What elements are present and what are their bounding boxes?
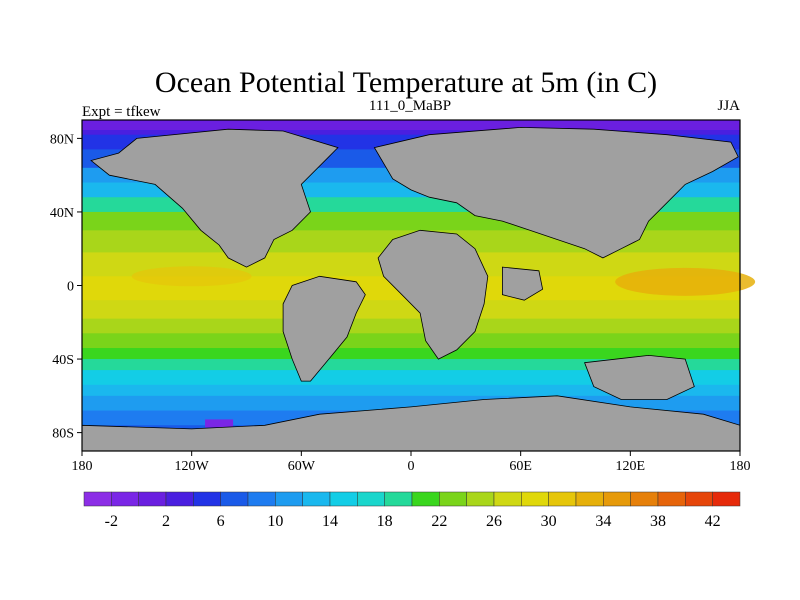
colorbar-label: 6 xyxy=(217,513,225,530)
colorbar-swatch xyxy=(302,491,331,507)
colorbar-swatch xyxy=(165,491,194,507)
land-south-america xyxy=(282,275,366,382)
colorbar-swatch xyxy=(493,491,522,507)
land-north-america xyxy=(90,128,339,268)
x-tick-label: 120W xyxy=(175,459,210,474)
colorbar-label: 10 xyxy=(267,513,283,530)
temperature-band xyxy=(82,333,740,349)
colorbar-swatch xyxy=(193,491,221,507)
colorbar-label: -2 xyxy=(105,513,118,530)
colorbar-swatch xyxy=(83,491,112,507)
colorbar-swatch xyxy=(685,491,713,507)
colorbar-label: 2 xyxy=(162,513,170,530)
colorbar-swatch xyxy=(111,491,139,507)
colorbar-swatch xyxy=(630,491,659,507)
temperature-band xyxy=(82,318,740,334)
colorbar-swatch xyxy=(521,491,549,507)
colorbar-swatch xyxy=(439,491,467,507)
season-label: JJA xyxy=(717,98,740,114)
colorbar-swatch xyxy=(411,491,440,507)
y-tick-label: 80N xyxy=(50,132,74,147)
longitude-axis: 180 120W 60W 0 60E 120E 180 xyxy=(72,451,751,474)
colorbar-swatch xyxy=(220,491,249,507)
colorbar-swatch xyxy=(466,491,495,507)
y-tick-label: 40N xyxy=(50,206,74,221)
y-tick-label: 80S xyxy=(52,427,74,442)
colorbar-label: 38 xyxy=(650,513,666,530)
colorbar-swatch xyxy=(603,491,631,507)
temperature-band xyxy=(82,300,740,320)
colorbar-swatch xyxy=(712,491,741,507)
land-australia xyxy=(584,354,695,400)
cold-shelf-patch xyxy=(205,419,234,428)
colorbar-swatch xyxy=(275,491,303,507)
x-tick-label: 60W xyxy=(288,459,316,474)
arctic-cold-band xyxy=(82,120,740,130)
colorbar-label: 26 xyxy=(486,513,502,530)
x-tick-label: 180 xyxy=(72,459,93,474)
colorbar-label: 42 xyxy=(705,513,721,530)
x-tick-label: 180 xyxy=(730,459,751,474)
x-tick-label: 120E xyxy=(616,459,646,474)
colorbar-label: 18 xyxy=(377,513,393,530)
land-africa xyxy=(377,229,489,360)
land-masses xyxy=(81,126,741,452)
warm-pool-west xyxy=(131,266,252,287)
land-india xyxy=(502,266,544,301)
colorbar-swatch xyxy=(138,491,167,507)
colorbar-swatches xyxy=(83,491,741,507)
temperature-band xyxy=(82,370,740,386)
colorbar-label: 14 xyxy=(322,513,338,530)
colorbar: -2 2 6 10 14 18 22 26 30 34 38 42 xyxy=(83,491,741,530)
figure-title: Ocean Potential Temperature at 5m (in C) xyxy=(155,66,657,99)
x-tick-label: 0 xyxy=(408,459,415,474)
colorbar-labels: -2 2 6 10 14 18 22 26 30 34 38 42 xyxy=(105,513,721,530)
y-tick-label: 40S xyxy=(52,353,74,368)
x-tick-label: 60E xyxy=(509,459,532,474)
temperature-band xyxy=(82,384,740,397)
colorbar-swatch xyxy=(357,491,385,507)
land-eurasia xyxy=(373,126,739,259)
colorbar-label: 34 xyxy=(595,513,611,530)
temperature-map xyxy=(81,119,756,452)
warm-pool-east xyxy=(615,267,756,296)
colorbar-label: 22 xyxy=(431,513,447,530)
colorbar-swatch xyxy=(548,491,577,507)
temperature-band xyxy=(82,348,740,360)
colorbar-swatch xyxy=(384,491,413,507)
age-label: 111_0_MaBP xyxy=(369,98,451,114)
colorbar-label: 30 xyxy=(541,513,557,530)
colorbar-swatch xyxy=(657,491,686,507)
colorbar-swatch xyxy=(329,491,358,507)
colorbar-swatch xyxy=(575,491,604,507)
experiment-label: Expt = tfkew xyxy=(82,104,161,120)
temperature-band xyxy=(82,359,740,371)
y-tick-label: 0 xyxy=(67,280,74,295)
colorbar-swatch xyxy=(247,491,276,507)
latitude-axis: 80N 40N 0 40S 80S xyxy=(50,132,82,442)
